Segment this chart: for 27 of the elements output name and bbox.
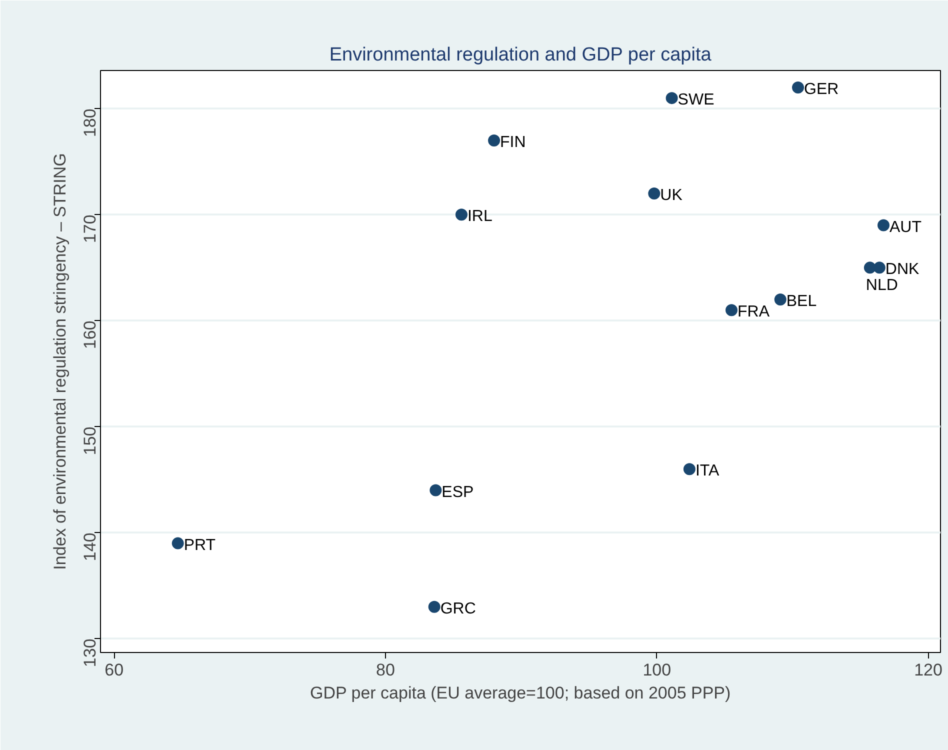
annotation: ITA xyxy=(695,462,720,480)
annotation: PRT xyxy=(184,536,216,554)
annotation: ESP xyxy=(442,484,474,501)
annotation: AUT xyxy=(890,218,922,236)
x-tick-label: 100 xyxy=(642,660,672,680)
y-tick-label: 150 xyxy=(80,426,100,456)
y-tick-label: 160 xyxy=(80,320,100,350)
annotation: SWE xyxy=(678,92,714,109)
annotation: NLD xyxy=(866,277,898,294)
annotation: FIN xyxy=(500,134,526,151)
annotation: GER xyxy=(804,80,839,98)
y-axis-title: Index of environmental regulation stringency – STRING xyxy=(50,153,70,570)
x-tick-label: 80 xyxy=(376,660,395,680)
x-tick-label: 60 xyxy=(104,660,124,680)
annotation: BEL xyxy=(786,292,817,310)
annotation: DNK xyxy=(885,261,920,278)
x-axis-title: GDP per capita (EU average=100; based on 2005 PPP) xyxy=(310,684,731,702)
annotation: IRL xyxy=(467,208,492,226)
y-tick-label: 180 xyxy=(80,108,100,138)
y-tick-label: 130 xyxy=(80,638,100,668)
x-tick-label: 120 xyxy=(914,660,942,680)
annotation: UK xyxy=(660,186,683,204)
chart-title: Environmental regulation and GDP per capita xyxy=(329,44,712,66)
y-tick-label: 140 xyxy=(80,532,100,562)
annotation: FRA xyxy=(738,304,770,321)
y-tick-label: 170 xyxy=(80,214,100,244)
annotation: GRC xyxy=(440,600,476,618)
